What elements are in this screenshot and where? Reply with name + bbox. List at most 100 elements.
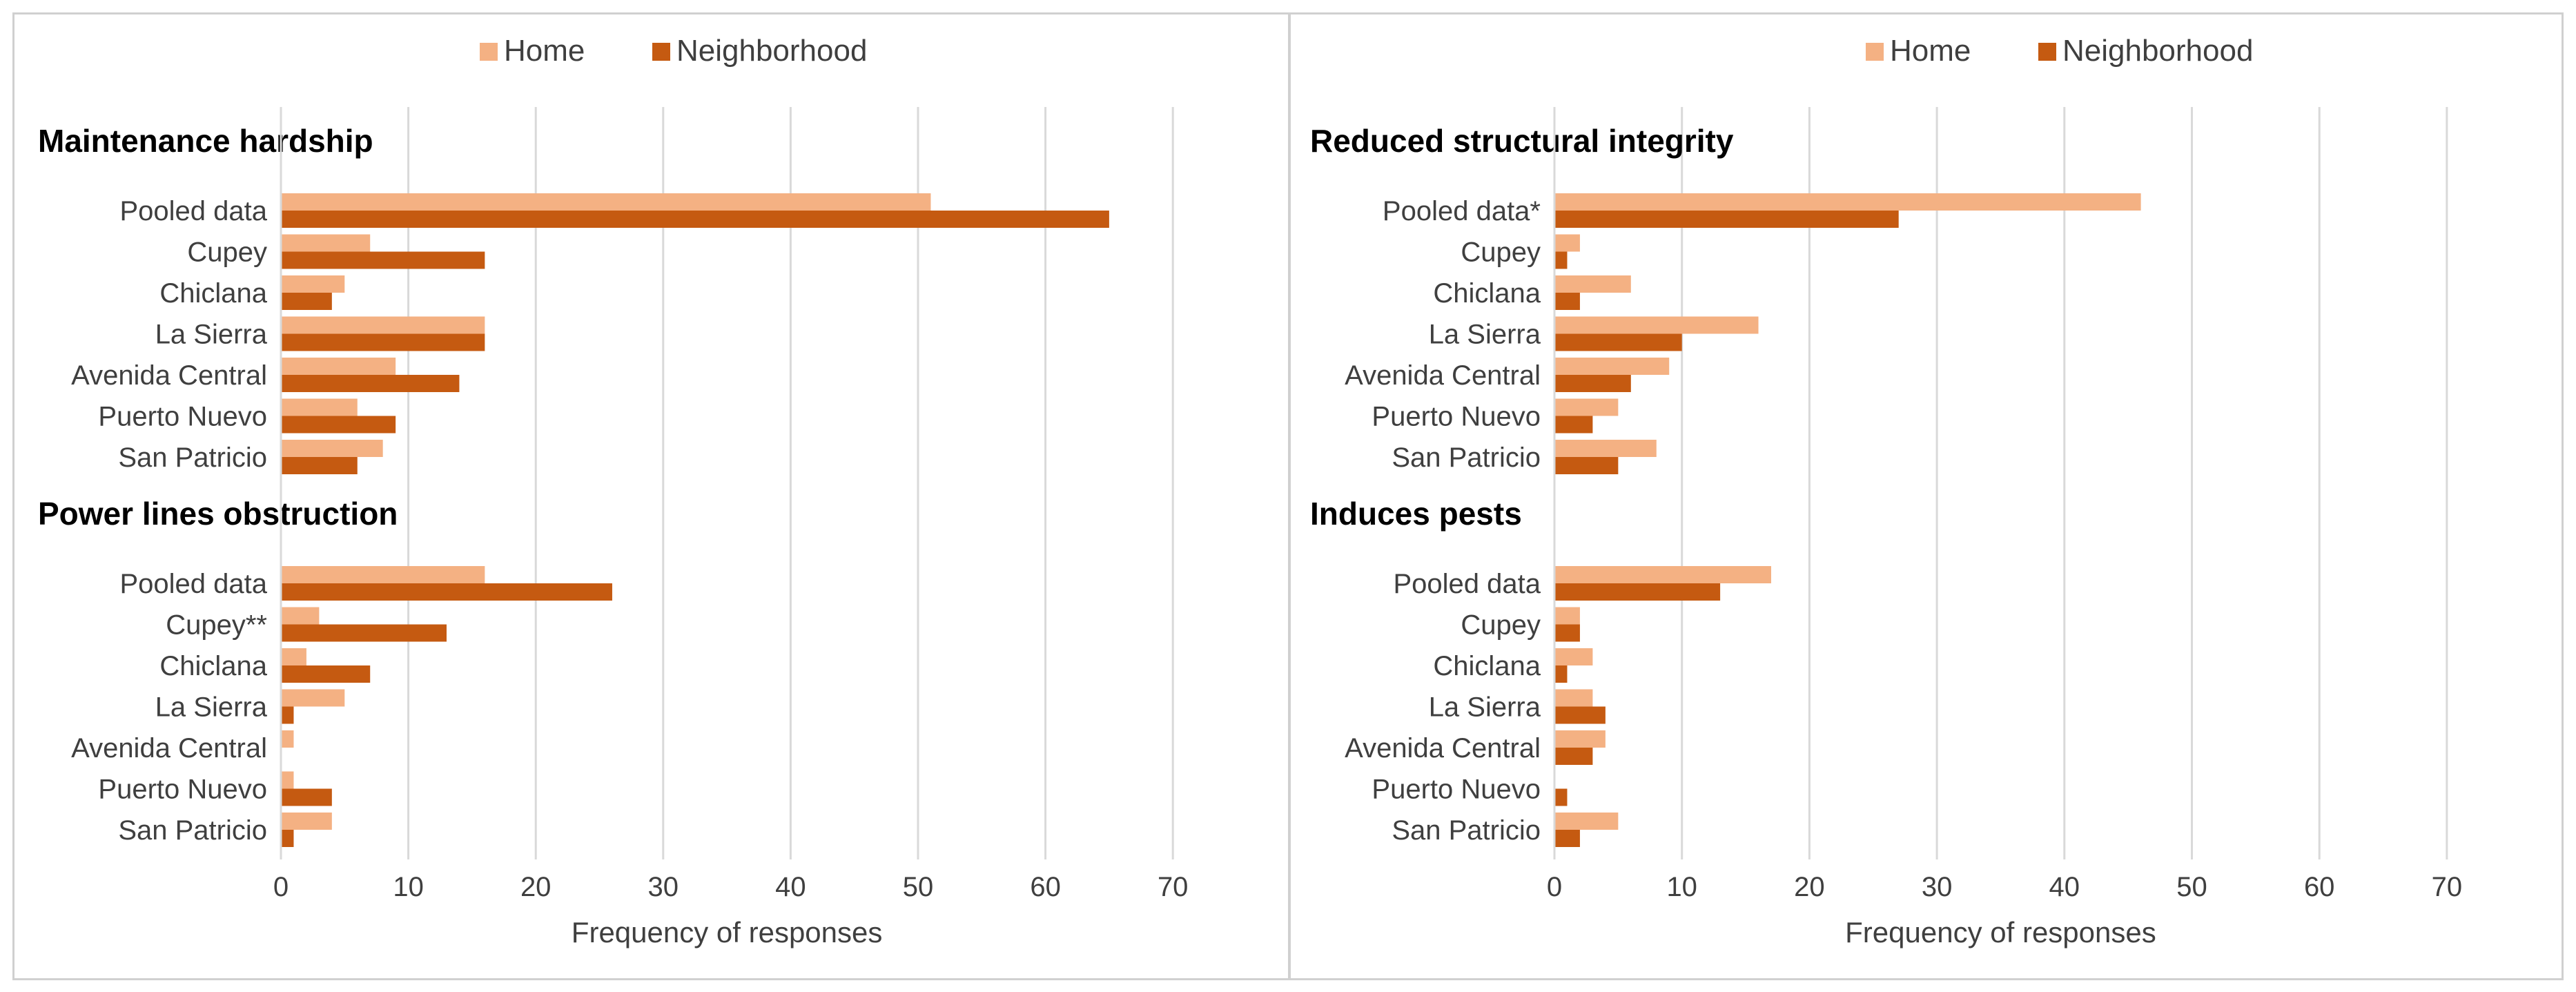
category-label: Cupey: [1461, 610, 1541, 641]
bar-home: [281, 358, 396, 375]
legend-label-home: Home: [1890, 34, 1971, 68]
bar-neighborhood: [1554, 583, 1721, 601]
bar-home: [1554, 607, 1580, 625]
x-tick-label: 50: [2176, 872, 2207, 902]
x-axis-title: Frequency of responses: [1845, 916, 2156, 949]
x-tick-label: 70: [1158, 872, 1189, 902]
bar-home: [281, 813, 332, 830]
category-label: La Sierra: [1429, 692, 1541, 723]
category-label: Cupey: [1461, 237, 1541, 268]
left-chart: 0 10 20 30 40 50 60 70 Frequency of responses Hom…: [38, 34, 1189, 949]
category-label: Puerto Nuevo: [98, 775, 267, 805]
bar-neighborhood: [1554, 211, 1899, 228]
group-title: Induces pests: [1310, 496, 1522, 532]
bar-neighborhood: [281, 333, 485, 351]
bar-neighborhood: [281, 583, 612, 601]
bar-home: [1554, 358, 1670, 375]
bar-neighborhood: [1554, 416, 1593, 434]
x-tick-label: 10: [1666, 872, 1697, 902]
bar-neighborhood: [281, 665, 371, 683]
bar-neighborhood: [1554, 457, 1619, 474]
x-tick-label: 60: [2304, 872, 2335, 902]
bar-neighborhood: [1554, 624, 1580, 642]
bar-home: [281, 771, 294, 789]
category-label: La Sierra: [155, 320, 268, 350]
x-tick-label: 20: [1794, 872, 1825, 902]
bar-neighborhood: [1554, 748, 1593, 765]
bar-neighborhood: [1554, 375, 1631, 392]
x-tick-label: 0: [1547, 872, 1562, 902]
legend-swatch-home: [480, 43, 498, 61]
bar-home: [281, 316, 485, 334]
bar-home: [281, 193, 931, 211]
category-label: Pooled data*: [1383, 196, 1541, 226]
x-tick-label: 60: [1030, 872, 1061, 902]
bar-neighborhood: [281, 375, 460, 392]
bar-home: [281, 440, 383, 457]
bar-home: [1554, 813, 1619, 830]
bar-home: [1554, 689, 1593, 707]
bar-neighborhood: [281, 211, 1109, 228]
category-label: Avenida Central: [1345, 360, 1541, 391]
bar-neighborhood: [1554, 293, 1580, 310]
category-label: Avenida Central: [71, 733, 267, 764]
bar-home: [1554, 316, 1759, 334]
bar-neighborhood: [281, 251, 485, 269]
x-tick-label: 40: [2049, 872, 2080, 902]
category-label: San Patricio: [118, 442, 267, 473]
category-label: San Patricio: [118, 815, 267, 846]
bar-home: [281, 730, 294, 748]
category-label: La Sierra: [1429, 320, 1541, 350]
category-label: Chiclana: [159, 278, 267, 309]
category-label: Pooled data: [119, 569, 267, 599]
legend-label-neighborhood: Neighborhood: [676, 34, 867, 68]
legend-swatch-home: [1866, 43, 1884, 61]
category-label: La Sierra: [155, 692, 268, 723]
x-tick-label: 30: [648, 872, 679, 902]
bar-home: [281, 607, 320, 625]
legend-label-neighborhood: Neighborhood: [2062, 34, 2253, 68]
category-label: Cupey**: [166, 610, 267, 641]
bar-neighborhood: [1554, 830, 1580, 847]
group-title: Reduced structural integrity: [1310, 123, 1734, 159]
x-tick-label: 40: [775, 872, 806, 902]
bar-home: [1554, 398, 1619, 416]
group-title: Power lines obstruction: [38, 496, 398, 532]
bar-neighborhood: [281, 416, 396, 434]
category-label: Puerto Nuevo: [1372, 775, 1541, 805]
category-label: Avenida Central: [71, 360, 267, 391]
category-label: Puerto Nuevo: [1372, 402, 1541, 432]
bar-neighborhood: [281, 624, 447, 642]
bar-neighborhood: [1554, 665, 1568, 683]
bar-home: [281, 566, 485, 583]
bar-home: [281, 648, 306, 665]
bar-neighborhood: [281, 706, 294, 724]
bar-neighborhood: [1554, 333, 1682, 351]
bar-home: [281, 398, 358, 416]
bar-home: [1554, 730, 1606, 748]
category-label: Pooled data: [119, 196, 267, 226]
bar-neighborhood: [281, 788, 332, 806]
bar-home: [1554, 566, 1771, 583]
bar-neighborhood: [1554, 788, 1568, 806]
bar-neighborhood: [281, 293, 332, 310]
legend-swatch-neighborhood: [2038, 43, 2056, 61]
category-label: Puerto Nuevo: [98, 402, 267, 432]
right-chart: 0 10 20 30 40 50 60 70 Frequency of responses Hom…: [1310, 34, 2463, 949]
x-tick-label: 70: [2432, 872, 2463, 902]
bar-home: [281, 275, 345, 293]
bar-home: [1554, 440, 1657, 457]
bar-neighborhood: [281, 457, 358, 474]
bar-home: [1554, 193, 2141, 211]
x-tick-label: 10: [393, 872, 424, 902]
category-label: Pooled data: [1393, 569, 1541, 599]
category-label: Chiclana: [1433, 651, 1541, 681]
category-label: Chiclana: [1433, 278, 1541, 309]
category-label: Chiclana: [159, 651, 267, 681]
x-tick-label: 20: [520, 872, 552, 902]
x-tick-label: 30: [1922, 872, 1953, 902]
category-label: Cupey: [187, 237, 267, 268]
legend-swatch-neighborhood: [652, 43, 670, 61]
x-tick-label: 50: [903, 872, 934, 902]
bar-home: [1554, 275, 1631, 293]
